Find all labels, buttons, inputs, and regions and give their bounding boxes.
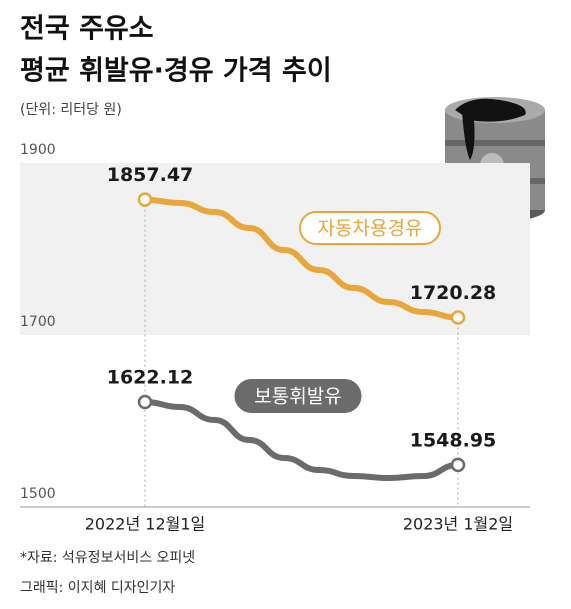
legend-label: 자동차용경유 — [318, 218, 423, 240]
y-tick-label: 1900 — [20, 142, 56, 158]
x-tick-label: 2022년 12월1일 — [85, 515, 206, 534]
y-tick-label: 1500 — [20, 486, 56, 502]
legend-pill — [299, 211, 441, 245]
note: 그래픽: 이지혜 디자인기자 — [20, 580, 175, 596]
legend-label: 보통휘발유 — [254, 386, 341, 408]
x-tick-label: 2023년 1월2일 — [403, 515, 513, 534]
series-line — [142, 196, 461, 321]
data-label: 1857.47 — [107, 164, 194, 186]
point-marker — [137, 394, 153, 410]
point-marker — [450, 310, 466, 325]
data-label: 1622.12 — [107, 366, 194, 388]
y-tick-label: 1700 — [20, 314, 56, 330]
note: *자료: 석유정보서비스 오피넷 — [20, 550, 195, 566]
data-label: 1720.28 — [410, 282, 497, 304]
point-marker — [137, 192, 153, 207]
series-line — [142, 398, 461, 482]
chart-title: 전국 주유소 — [20, 14, 154, 45]
data-label: 1548.95 — [410, 429, 497, 451]
point-marker — [450, 457, 466, 473]
legend-pill — [234, 379, 362, 413]
chart-title: 평균 휘발유·경유 가격 추이 — [20, 56, 332, 87]
subtitle: (단위: 리터당 원) — [20, 102, 122, 118]
